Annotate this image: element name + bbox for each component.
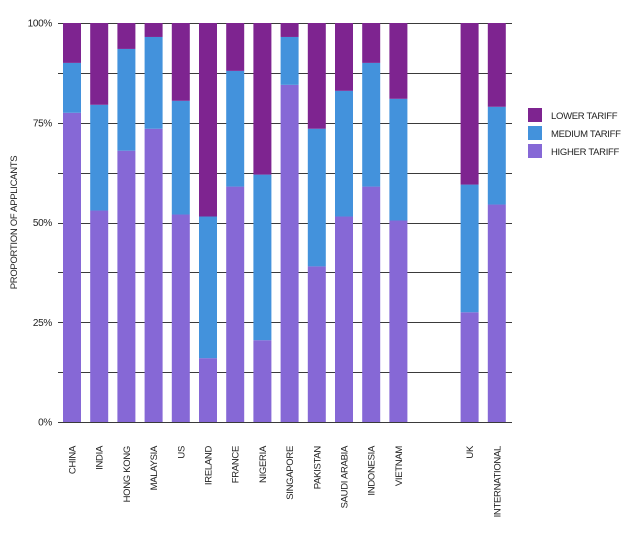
x-category-label: INDIA bbox=[95, 445, 106, 470]
y-tick-label: 25% bbox=[33, 318, 53, 329]
x-category-label: INTERNATIONAL bbox=[492, 446, 503, 517]
bar-segment-higher-tariff bbox=[90, 210, 109, 422]
bar-segment-higher-tariff bbox=[199, 358, 217, 422]
legend-swatch bbox=[528, 144, 542, 158]
y-tick-label: 0% bbox=[38, 418, 52, 429]
bar-segment-higher-tariff bbox=[144, 128, 163, 423]
x-category-label: US bbox=[176, 446, 187, 459]
bar-segment-medium-tariff bbox=[460, 184, 479, 313]
x-category-label: FRANCE bbox=[231, 446, 242, 483]
bar-segment-lower-tariff bbox=[144, 23, 163, 37]
bar-segment-higher-tariff bbox=[362, 186, 381, 422]
bar-segment-lower-tariff bbox=[487, 23, 506, 107]
bar-segment-lower-tariff bbox=[280, 23, 299, 37]
bar-segment-higher-tariff bbox=[280, 84, 299, 422]
legend-label: HIGHER TARIFF bbox=[551, 147, 620, 158]
legend-label: MEDIUM TARIFF bbox=[551, 129, 621, 140]
legend-swatch bbox=[528, 126, 542, 140]
bar-segment-higher-tariff bbox=[460, 312, 479, 422]
bar-segment-lower-tariff bbox=[307, 23, 326, 129]
bar-segment-medium-tariff bbox=[335, 90, 353, 217]
bar-segment-lower-tariff bbox=[171, 23, 190, 101]
bar-segment-medium-tariff bbox=[280, 36, 299, 85]
bar-segment-higher-tariff bbox=[253, 340, 272, 422]
bar-segment-lower-tariff bbox=[226, 23, 245, 71]
x-category-label: VIETNAM bbox=[394, 446, 405, 487]
bar-segment-medium-tariff bbox=[117, 48, 136, 151]
bar-segment-higher-tariff bbox=[307, 266, 326, 422]
bar-segment-lower-tariff bbox=[199, 23, 217, 217]
bar-segment-medium-tariff bbox=[144, 36, 163, 129]
bar-segment-medium-tariff bbox=[226, 70, 245, 187]
x-category-label: PAKISTAN bbox=[312, 446, 323, 490]
x-category-label: NIGERIA bbox=[258, 445, 269, 483]
y-tick-label: 75% bbox=[33, 118, 53, 129]
x-category-label: UK bbox=[465, 445, 476, 459]
bar-segment-lower-tariff bbox=[460, 23, 479, 185]
bar-segment-higher-tariff bbox=[171, 214, 190, 422]
bar-segment-higher-tariff bbox=[335, 216, 353, 422]
bar-segment-higher-tariff bbox=[226, 186, 245, 422]
bar-segment-medium-tariff bbox=[487, 106, 506, 205]
x-category-label: SINGAPORE bbox=[285, 446, 296, 500]
bar-segment-higher-tariff bbox=[389, 220, 408, 422]
bar-segment-lower-tariff bbox=[63, 23, 81, 63]
legend-label: LOWER TARIFF bbox=[551, 111, 618, 122]
bar-segment-lower-tariff bbox=[117, 23, 136, 49]
y-tick-label: 50% bbox=[33, 218, 53, 229]
bar-segment-medium-tariff bbox=[253, 174, 272, 341]
bar-segment-medium-tariff bbox=[389, 98, 408, 221]
legend: LOWER TARIFF MEDIUM TARIFF HIGHER TARIFF bbox=[528, 108, 621, 158]
bar-segment-medium-tariff bbox=[90, 104, 109, 211]
bar-segment-medium-tariff bbox=[199, 216, 217, 359]
x-category-label: CHINA bbox=[68, 445, 79, 474]
bar-segment-lower-tariff bbox=[335, 23, 353, 91]
x-category-label: SAUDI ARABIA bbox=[340, 445, 351, 508]
axes: 0% 25% 50% 75% 100% PROPORTION OF APPLICANTS C… bbox=[9, 19, 503, 518]
bar-segment-lower-tariff bbox=[90, 23, 109, 105]
x-category-label: MALAYSIA bbox=[149, 445, 160, 490]
x-category-label: IRELAND bbox=[204, 446, 215, 486]
bar-segment-medium-tariff bbox=[307, 128, 326, 267]
y-tick-label: 100% bbox=[28, 19, 53, 30]
bar-segment-medium-tariff bbox=[63, 62, 81, 113]
bar-segment-higher-tariff bbox=[487, 204, 506, 422]
bar-segment-lower-tariff bbox=[253, 23, 272, 175]
bar-segment-higher-tariff bbox=[117, 150, 136, 422]
bar-segment-medium-tariff bbox=[171, 100, 190, 215]
legend-swatch bbox=[528, 108, 542, 122]
bar-segment-lower-tariff bbox=[362, 23, 381, 63]
x-category-label: INDONESIA bbox=[367, 445, 378, 496]
y-axis-title: PROPORTION OF APPLICANTS bbox=[9, 156, 20, 290]
x-category-label: HONG KONG bbox=[122, 446, 133, 502]
bars bbox=[63, 23, 506, 423]
bar-segment-medium-tariff bbox=[362, 62, 381, 187]
bar-segment-lower-tariff bbox=[389, 23, 408, 99]
bar-segment-higher-tariff bbox=[63, 112, 81, 423]
